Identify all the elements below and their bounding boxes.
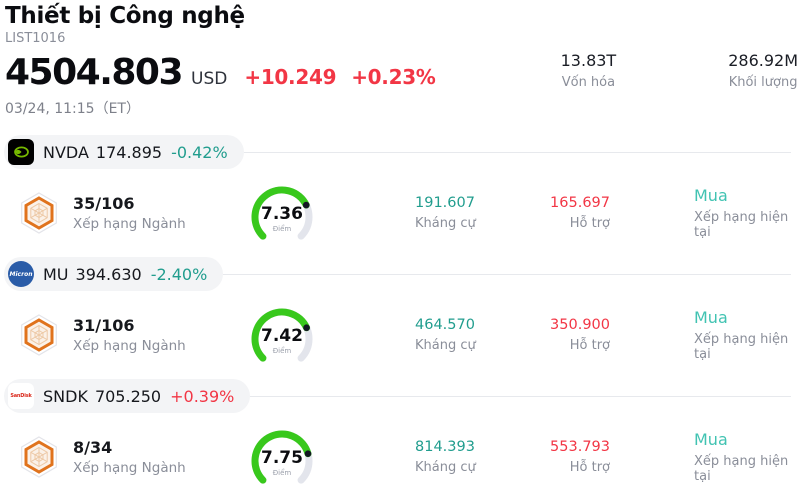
stock-section: SanDisk SNDK 705.250 +0.39% <box>0 379 800 501</box>
current-rating-value: Mua <box>694 308 728 327</box>
stock-badge[interactable]: Micron MU 394.630 -2.40% <box>4 257 224 291</box>
change-value: +10.249 <box>244 64 337 89</box>
stock-badge[interactable]: NVDA 174.895 -0.42% <box>4 135 244 169</box>
current-rating-label: Xếp hạng hiện tại <box>694 454 789 484</box>
market-cap-label: Vốn hóa <box>561 75 616 90</box>
stock-detail-row[interactable]: 35/106 Xếp hạng Ngành 7.36 Điểm 191.607 … <box>0 173 800 253</box>
change-percent: +0.23% <box>351 64 436 89</box>
resistance-value: 191.607 <box>415 195 475 211</box>
resistance-value: 464.570 <box>415 317 475 333</box>
stock-badge-row: Micron MU 394.630 -2.40% <box>0 257 800 291</box>
stock-change-percent: +0.39% <box>170 386 235 406</box>
price-row: 4504.803 USD +10.249 +0.23% <box>5 51 800 93</box>
stock-badge-row: NVDA 174.895 -0.42% <box>0 135 800 169</box>
resistance-value: 814.393 <box>415 439 475 455</box>
current-rating-value: Mua <box>694 430 728 449</box>
industry-rank: 8/34 <box>73 438 113 457</box>
index-change: +10.249 +0.23% <box>244 65 435 89</box>
stock-price: 394.630 <box>75 264 142 284</box>
stock-price: 174.895 <box>95 142 163 162</box>
current-rating-label: Xếp hạng hiện tại <box>694 332 789 362</box>
page-title: Thiết bị Công nghệ <box>5 3 245 29</box>
score-label: Điểm <box>272 469 292 477</box>
market-cap-stat: 13.83T Vốn hóa <box>561 51 617 90</box>
nvidia-logo-icon <box>8 139 34 165</box>
industry-rank-label: Xếp hạng Ngành <box>73 216 186 232</box>
support-label: Hỗ trợ <box>569 338 610 353</box>
market-cap-value: 13.83T <box>560 51 617 70</box>
gauge-arc <box>240 184 324 246</box>
stock-badge-row: SanDisk SNDK 705.250 +0.39% <box>0 379 800 413</box>
divider-line <box>243 151 791 153</box>
support-value: 165.697 <box>550 195 610 211</box>
score-gauge: 7.75 Điểm <box>240 428 330 486</box>
quote-timestamp: 03/24, 11:15（ET） <box>5 100 140 117</box>
list-id: LIST1016 <box>5 30 66 46</box>
stock-symbol: MU <box>43 264 69 284</box>
resistance-label: Kháng cự <box>415 460 476 475</box>
stock-section: Micron MU 394.630 -2.40% <box>0 257 800 379</box>
score-gauge: 7.36 Điểm <box>240 184 330 242</box>
industry-rank-hexagon-icon <box>18 434 60 480</box>
resistance-label: Kháng cự <box>415 216 476 231</box>
current-rating-value: Mua <box>694 186 728 205</box>
score-value: 7.75 <box>261 448 303 468</box>
currency-label: USD <box>191 68 228 89</box>
resistance-label: Kháng cự <box>415 338 476 353</box>
micron-logo-icon: Micron <box>8 261 34 287</box>
stock-change-percent: -2.40% <box>150 264 208 284</box>
support-label: Hỗ trợ <box>569 216 610 231</box>
support-value: 350.900 <box>550 317 610 333</box>
current-rating-label: Xếp hạng hiện tại <box>694 210 789 240</box>
score-value: 7.36 <box>261 204 303 224</box>
stock-price: 705.250 <box>94 386 162 406</box>
industry-rank: 35/106 <box>73 194 135 213</box>
stock-symbol: NVDA <box>43 142 89 162</box>
industry-rank: 31/106 <box>73 316 135 335</box>
industry-rank-label: Xếp hạng Ngành <box>73 460 186 476</box>
score-value: 7.42 <box>261 326 303 346</box>
volume-value: 286.92M <box>728 51 798 70</box>
stock-section: NVDA 174.895 -0.42% <box>0 135 800 257</box>
support-value: 553.793 <box>550 439 610 455</box>
divider-line <box>223 273 791 275</box>
industry-rank-hexagon-icon <box>18 312 60 358</box>
industry-rank-hexagon-icon <box>18 190 60 236</box>
gauge-arc <box>240 306 324 368</box>
stock-detail-row[interactable]: 31/106 Xếp hạng Ngành 7.42 Điểm 464.570 … <box>0 295 800 375</box>
stock-change-percent: -0.42% <box>171 142 228 162</box>
stock-list: NVDA 174.895 -0.42% <box>0 135 800 501</box>
volume-stat: 286.92M Khối lượng <box>728 51 798 90</box>
app-page: Thiết bị Công nghệ LIST1016 4504.803 USD… <box>0 0 800 484</box>
score-label: Điểm <box>272 347 292 355</box>
stock-symbol: SNDK <box>43 386 88 406</box>
index-stats: 13.83T Vốn hóa 286.92M Khối lượng <box>561 51 798 90</box>
score-gauge: 7.42 Điểm <box>240 306 330 364</box>
index-price: 4504.803 <box>5 51 184 93</box>
support-label: Hỗ trợ <box>569 460 610 475</box>
sandisk-logo-icon: SanDisk <box>8 383 34 409</box>
index-header: Thiết bị Công nghệ LIST1016 4504.803 USD… <box>0 0 800 135</box>
divider-line <box>250 395 791 397</box>
stock-badge[interactable]: SanDisk SNDK 705.250 +0.39% <box>4 379 251 413</box>
gauge-arc <box>240 428 324 490</box>
score-label: Điểm <box>272 225 292 233</box>
industry-rank-label: Xếp hạng Ngành <box>73 338 186 354</box>
stock-detail-row[interactable]: 8/34 Xếp hạng Ngành 7.75 Điểm 814.393 Kh… <box>0 417 800 497</box>
volume-label: Khối lượng <box>728 75 798 90</box>
